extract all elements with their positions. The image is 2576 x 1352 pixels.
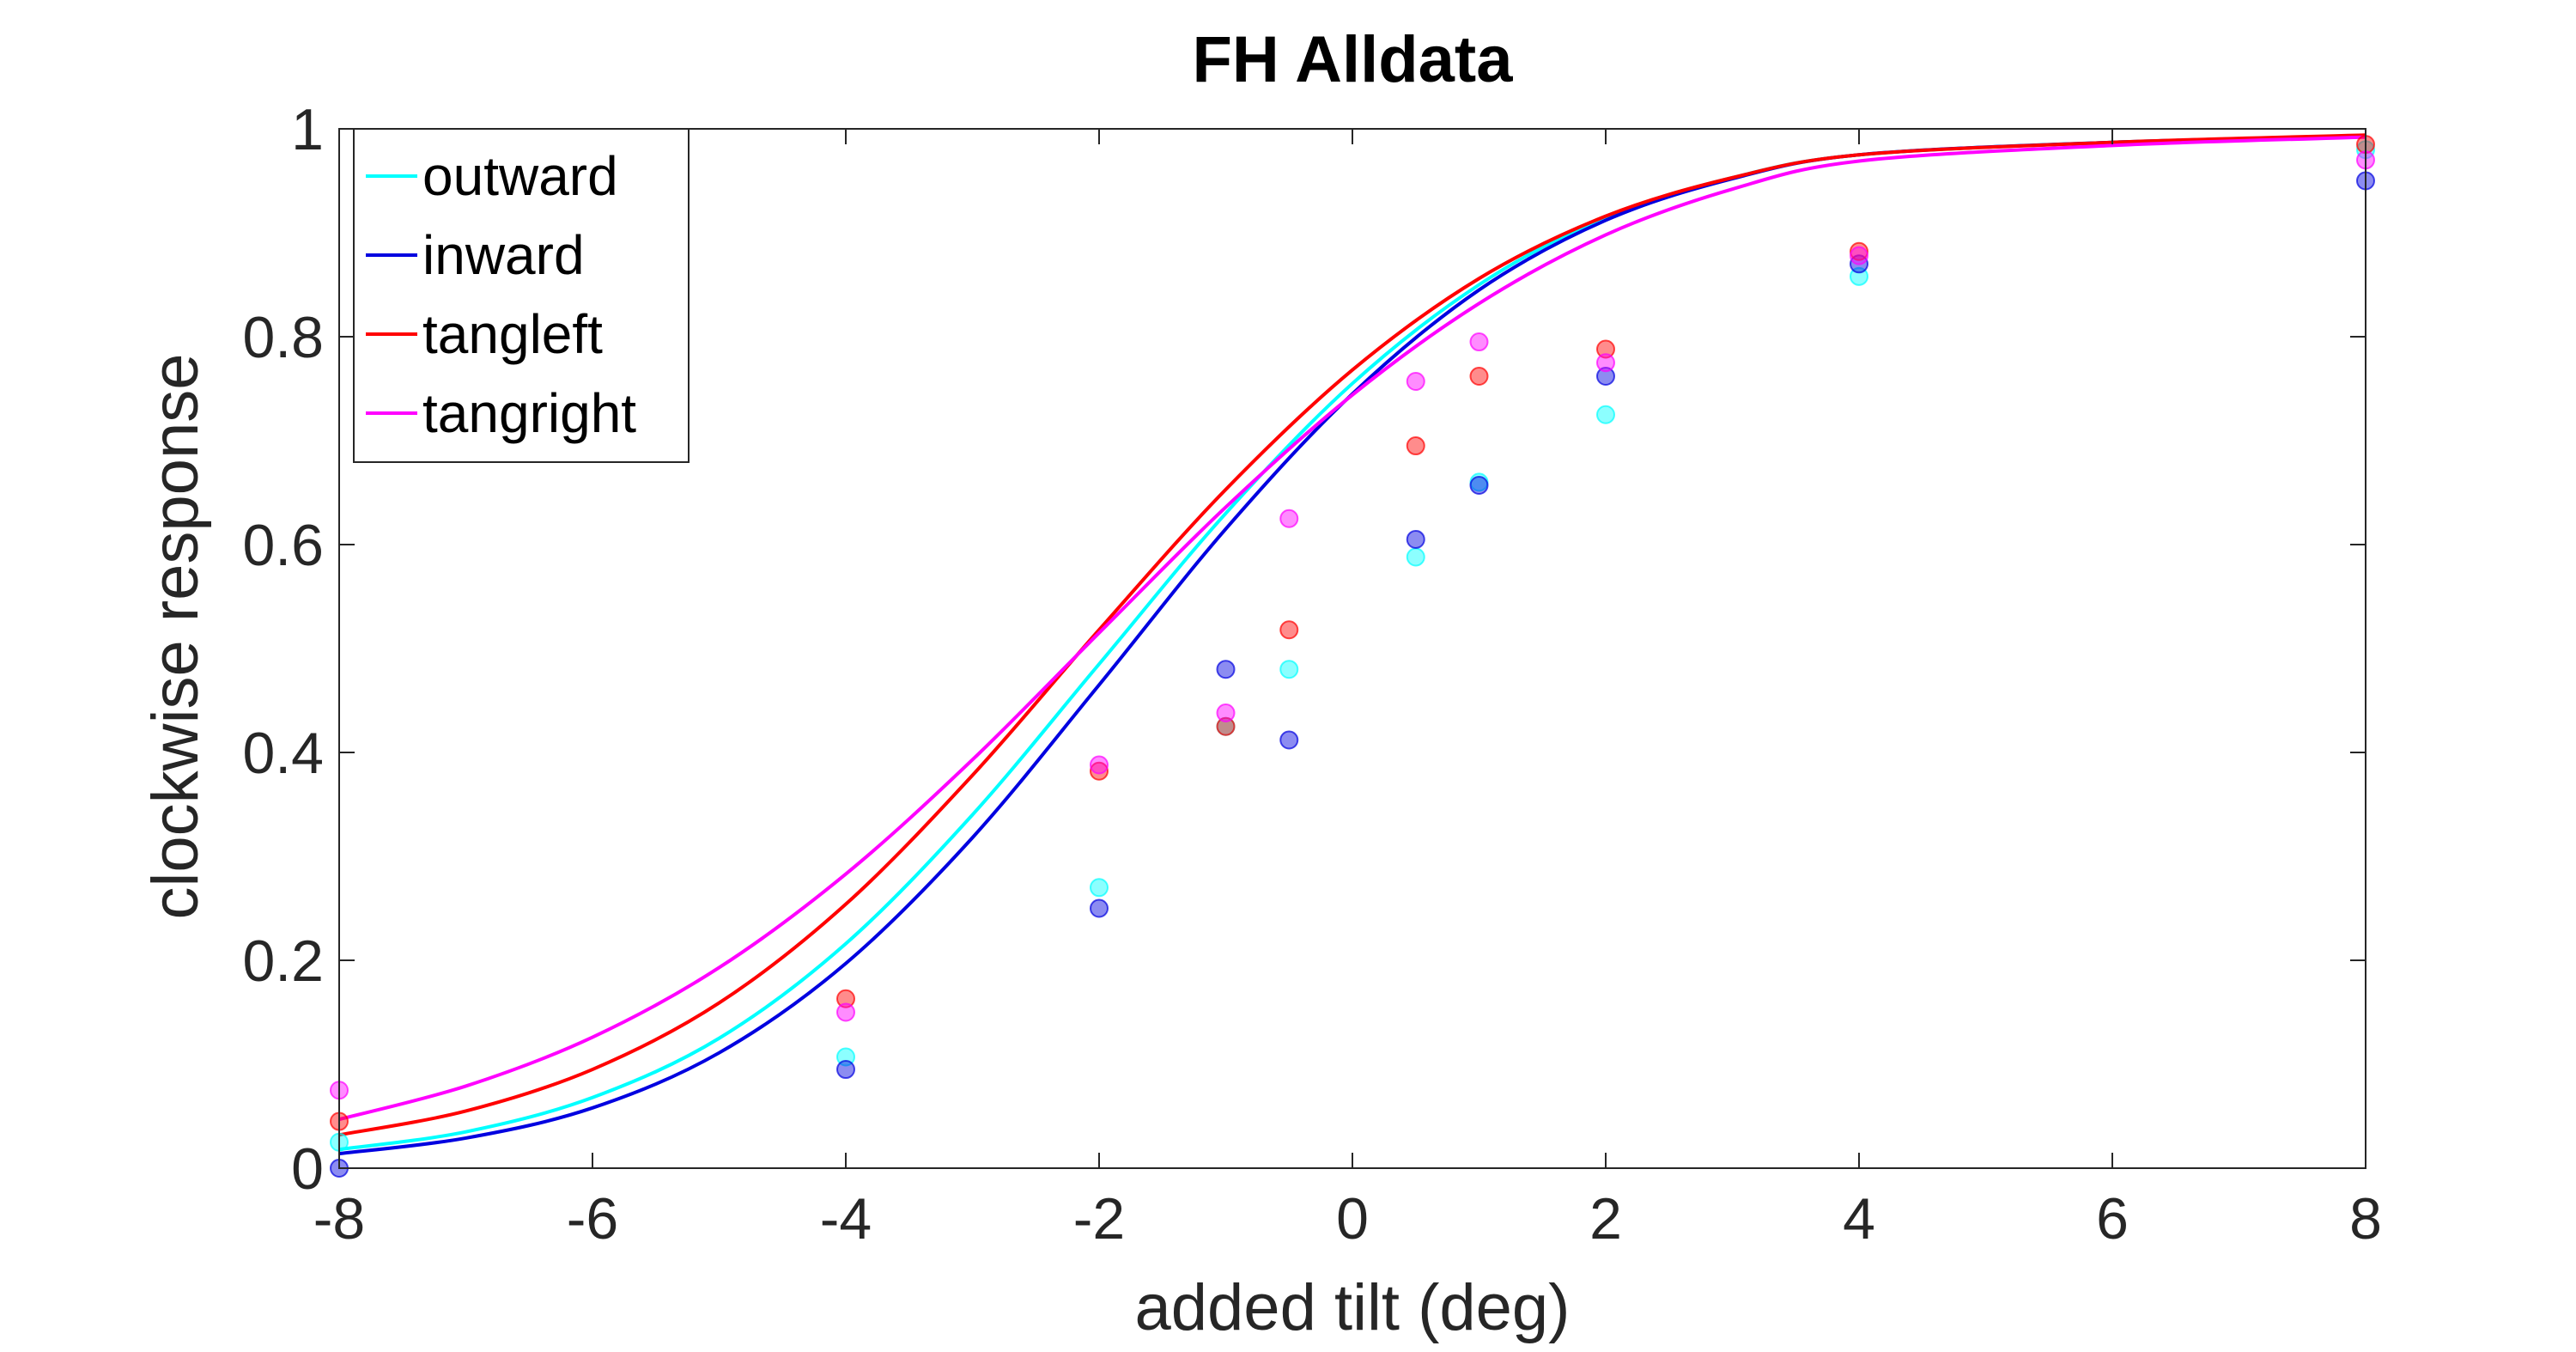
data-point-inward xyxy=(1406,529,1425,549)
legend-label-outward: outward xyxy=(422,145,618,207)
fit-line-tangleft xyxy=(338,133,2366,1137)
y-tick-label: 0.6 xyxy=(242,513,324,578)
x-tick-label: -8 xyxy=(313,1186,365,1252)
x-axis-label: added tilt (deg) xyxy=(1135,1271,1571,1344)
x-tick-label: -4 xyxy=(820,1186,872,1252)
data-point-tangleft xyxy=(1279,620,1299,640)
data-point-inward xyxy=(1596,366,1615,386)
fit-line-tangright xyxy=(338,135,2366,1122)
y-axis: 0 0.2 0.4 0.6 0.8 1 xyxy=(242,97,2366,1202)
x-tick-label: -2 xyxy=(1073,1186,1125,1252)
x-tick-label: 2 xyxy=(1589,1186,1622,1252)
data-point-inward xyxy=(1279,730,1299,750)
data-point-inward xyxy=(836,1060,855,1080)
legend-label-inward: inward xyxy=(422,224,585,286)
data-point-tangleft xyxy=(1406,436,1425,456)
x-axis: -8 -6 -4 -2 0 2 4 6 8 xyxy=(313,129,2382,1252)
data-point-tangleft xyxy=(1596,339,1615,359)
data-point-tangleft xyxy=(836,989,855,1008)
fit-curves xyxy=(338,133,2366,1156)
data-point-tangright xyxy=(1279,509,1299,528)
x-tick-label: 0 xyxy=(1336,1186,1369,1252)
data-point-tangright xyxy=(1090,755,1109,775)
data-point-tangleft xyxy=(1216,716,1236,736)
data-point-tangright xyxy=(1216,703,1236,723)
legend-label-tangleft: tangleft xyxy=(422,303,603,365)
data-point-tangright xyxy=(1850,246,1868,265)
data-point-inward xyxy=(1090,898,1109,918)
y-axis-label: clockwise response xyxy=(139,354,212,920)
data-point-inward xyxy=(1469,476,1489,496)
data-point-tangleft xyxy=(1090,761,1109,781)
y-tick-label: 0.4 xyxy=(242,721,324,786)
data-point-outward xyxy=(1090,878,1109,898)
data-point-outward xyxy=(1406,547,1425,567)
data-point-tangleft xyxy=(1850,241,1868,261)
data-point-tangright xyxy=(1469,332,1489,352)
y-tick-label: 0 xyxy=(291,1136,324,1202)
data-points xyxy=(330,135,2375,1178)
x-tick-label: 6 xyxy=(2096,1186,2129,1252)
y-tick-label: 1 xyxy=(291,97,324,162)
y-tick-label: 0.2 xyxy=(242,929,324,994)
legend-label-tangright: tangright xyxy=(422,382,636,444)
x-tick-label: -6 xyxy=(567,1186,618,1252)
data-point-tangright xyxy=(1406,372,1425,392)
data-point-tangright xyxy=(1596,353,1615,373)
data-point-outward xyxy=(1279,660,1299,679)
data-point-outward xyxy=(1596,405,1615,424)
legend-box xyxy=(353,128,690,463)
data-point-tangright xyxy=(836,1002,855,1022)
chart-title: FH Alldata xyxy=(1193,23,1514,96)
legend: outward inward tangleft tangright xyxy=(353,128,690,463)
y-tick-label: 0.8 xyxy=(242,305,324,370)
x-tick-label: 8 xyxy=(2349,1186,2382,1252)
x-tick-label: 4 xyxy=(1843,1186,1875,1252)
data-point-inward xyxy=(1216,660,1236,679)
data-point-tangleft xyxy=(1469,366,1489,386)
